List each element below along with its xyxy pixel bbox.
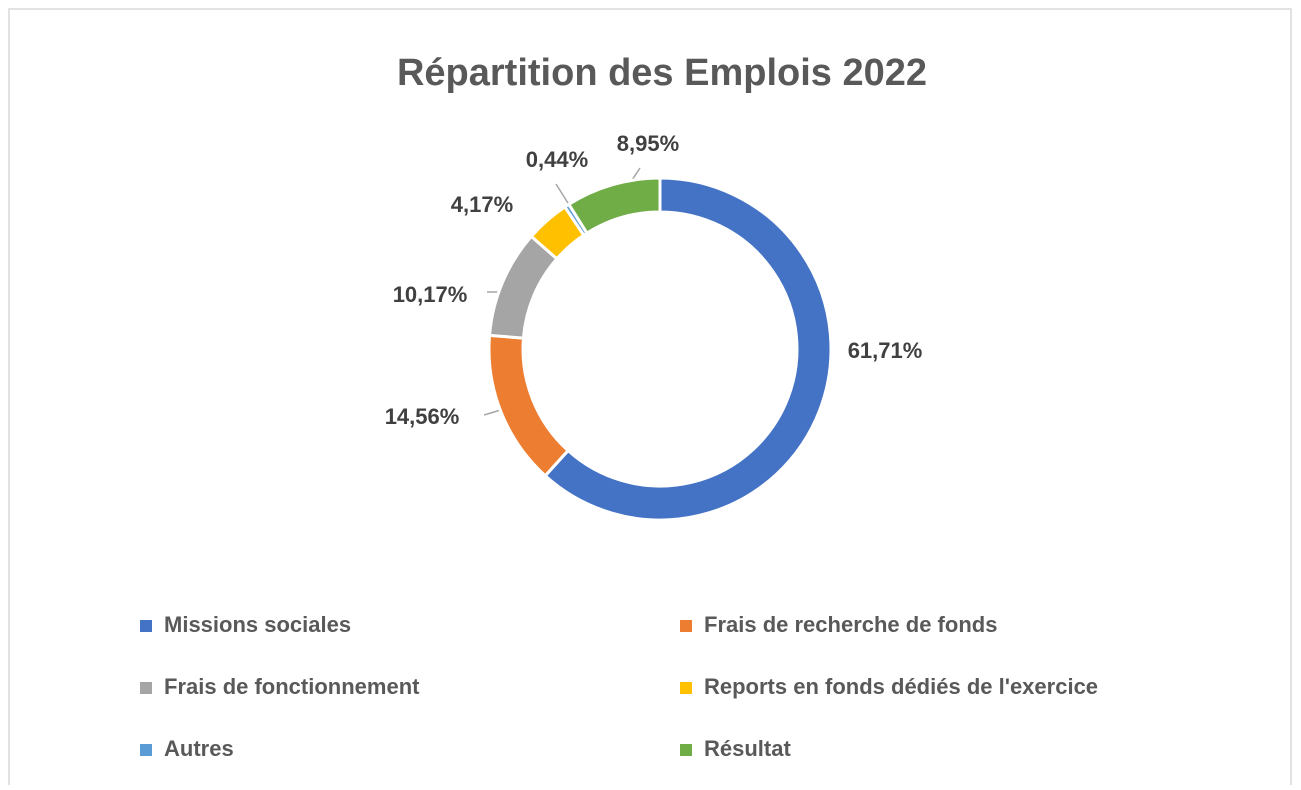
legend-marker (140, 744, 152, 756)
data-label: 0,44% (526, 147, 588, 172)
data-label: 10,17% (393, 282, 468, 307)
data-label: 14,56% (385, 404, 460, 429)
legend-label: Résultat (704, 736, 791, 761)
legend-marker (140, 620, 152, 632)
legend-marker (680, 682, 692, 694)
legend-label: Frais de recherche de fonds (704, 612, 997, 637)
legend-label: Autres (164, 736, 234, 761)
legend-marker (140, 682, 152, 694)
data-label: 61,71% (848, 338, 923, 363)
legend-label: Reports en fonds dédiés de l'exercice (704, 674, 1098, 699)
data-label: 8,95% (617, 131, 679, 156)
legend-label: Missions sociales (164, 612, 351, 637)
donut-slice (566, 176, 662, 236)
donut-slice (543, 176, 833, 522)
data-label: 4,17% (451, 192, 513, 217)
legend-marker (680, 620, 692, 632)
legend-marker (680, 744, 692, 756)
chart-border (8, 8, 1292, 790)
legend-label: Frais de fonctionnement (164, 674, 420, 699)
chart-title: Répartition des Emplois 2022 (397, 52, 927, 94)
